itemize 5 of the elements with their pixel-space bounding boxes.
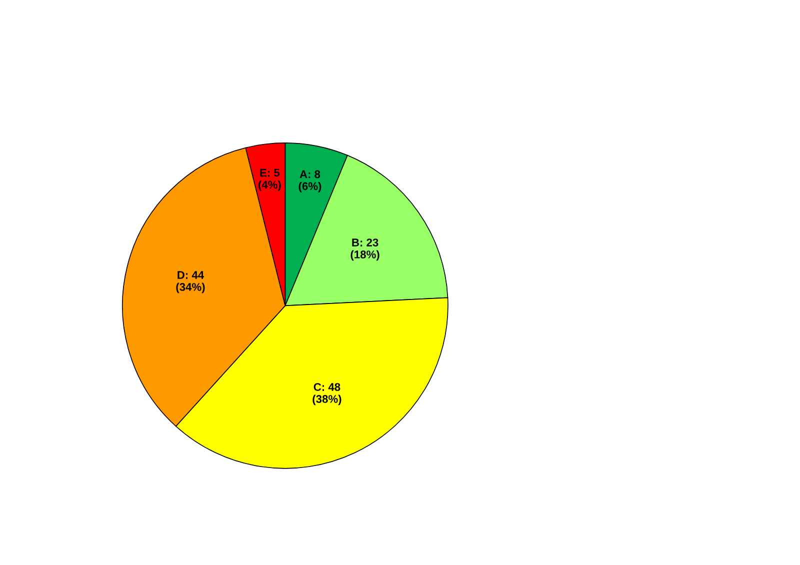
slice-label: B: 23 (18%) [350, 238, 380, 261]
slice-label: C: 48 (38%) [312, 383, 342, 406]
slice-label: D: 44 (34%) [176, 271, 205, 294]
slice-label: E: 5 (4%) [258, 168, 281, 191]
slice-label: A: 8 (6%) [298, 170, 322, 192]
